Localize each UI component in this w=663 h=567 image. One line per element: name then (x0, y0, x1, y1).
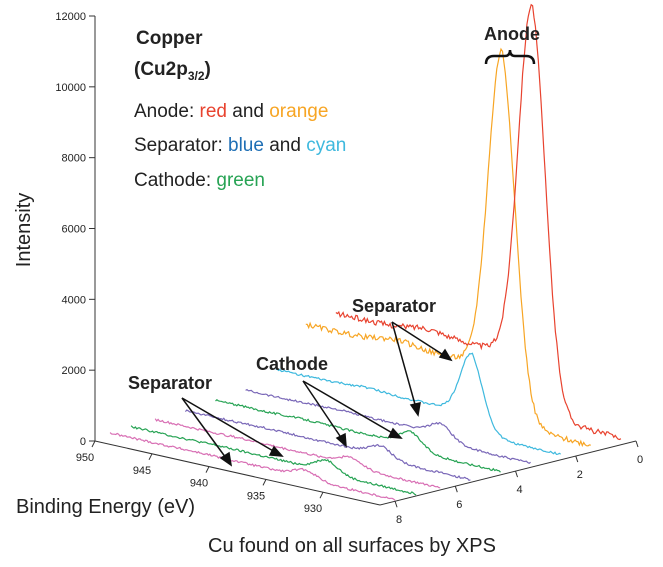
y-ticks: 0 2000 4000 6000 8000 10000 12000 (55, 11, 95, 448)
x-tick-mark (262, 479, 267, 486)
x-tick-label: 950 (76, 452, 94, 464)
title-base: (Cu2p (134, 59, 188, 80)
z-tick-mark (394, 501, 398, 508)
arrow-head (409, 402, 421, 417)
chart-title-line1: Copper (136, 28, 203, 49)
chart-caption: Cu found on all surfaces by XPS (208, 535, 496, 557)
legend-red: red (200, 101, 227, 122)
title-end: ) (205, 59, 211, 80)
legend-blue: blue (228, 135, 264, 156)
chart-title-line2: (Cu2p3/2) (134, 59, 211, 83)
x-tick-label: 940 (190, 478, 208, 490)
y-tick-label: 10000 (55, 82, 86, 94)
legend-separator: Separator: blue and cyan (134, 135, 346, 156)
legend-orange: orange (269, 101, 328, 122)
y-tick-label: 4000 (62, 294, 86, 306)
legend-anode: Anode: red and orange (134, 101, 328, 122)
arrow-line (181, 397, 227, 459)
series-line-red (335, 3, 622, 441)
legend-separator-label: Separator: (134, 135, 228, 156)
legend-separator-and: and (264, 135, 306, 156)
series-line-purple (245, 388, 531, 465)
y-axis-label: Intensity (13, 193, 35, 267)
annotation-cathode: Cathode (256, 354, 328, 374)
x-tick-mark (148, 453, 153, 461)
series-line-cyan (275, 352, 561, 456)
separator-upper-arrows (391, 321, 453, 417)
z-tick-label: 4 (516, 484, 522, 496)
spectra-series (109, 3, 622, 501)
series-line-green (130, 425, 417, 496)
x-tick-mark (205, 466, 210, 473)
z-tick-label: 6 (456, 499, 462, 511)
x-tick-mark (91, 440, 96, 448)
legend-anode-and: and (227, 101, 269, 122)
arrow-head (438, 348, 453, 362)
y-tick-label: 0 (80, 436, 86, 448)
z-tick-mark (515, 470, 519, 478)
arrow-head (219, 451, 233, 467)
arrow-line (302, 380, 343, 440)
y-tick-label: 8000 (62, 153, 86, 165)
arrow-head (387, 427, 403, 439)
separator-lower-arrows (181, 397, 284, 467)
title-subscript: 3/2 (188, 69, 205, 83)
z-tick-label: 2 (577, 469, 583, 481)
legend-cyan: cyan (306, 135, 346, 156)
arrow-line (181, 397, 276, 453)
x-axis (94, 440, 381, 506)
series-line-pink (154, 418, 441, 489)
arrow-head (335, 432, 347, 448)
legend-cathode-label: Cathode: (134, 170, 216, 191)
x-tick-label: 945 (133, 465, 151, 477)
z-axis (379, 440, 637, 506)
series-line-orange (305, 47, 591, 448)
y-tick-label: 2000 (62, 365, 86, 377)
x-tick-label: 935 (247, 490, 265, 502)
x-ticks: 950 945 940 935 930 (76, 440, 324, 515)
series-line-purple (184, 409, 471, 481)
y-tick-label: 12000 (55, 11, 86, 23)
z-tick-mark (635, 440, 639, 448)
annotation-separator-upper: Separator (352, 296, 436, 316)
arrow-line (391, 321, 446, 357)
legend-cathode: Cathode: green (134, 170, 265, 191)
z-tick-mark (575, 455, 579, 463)
anode-brace (484, 49, 536, 65)
arrow-line (391, 321, 417, 409)
annotation-separator-lower: Separator (128, 373, 212, 393)
arrow-line (302, 380, 395, 435)
arrow-head (268, 445, 284, 457)
x-tick-mark (319, 491, 324, 499)
series-line-pink (109, 432, 396, 501)
x-tick-label: 930 (304, 503, 322, 515)
z-tick-label: 8 (396, 514, 402, 526)
z-ticks: 0 2 4 6 8 (394, 440, 643, 526)
z-tick-label: 0 (637, 454, 643, 466)
x-axis-label: Binding Energy (eV) (16, 496, 195, 518)
z-tick-mark (454, 486, 458, 493)
cathode-arrows (302, 380, 403, 448)
legend-anode-label: Anode: (134, 101, 200, 122)
legend-green: green (216, 170, 265, 191)
annotation-anode: Anode (484, 24, 540, 44)
series-line-green (215, 399, 501, 473)
y-tick-label: 6000 (62, 224, 86, 236)
